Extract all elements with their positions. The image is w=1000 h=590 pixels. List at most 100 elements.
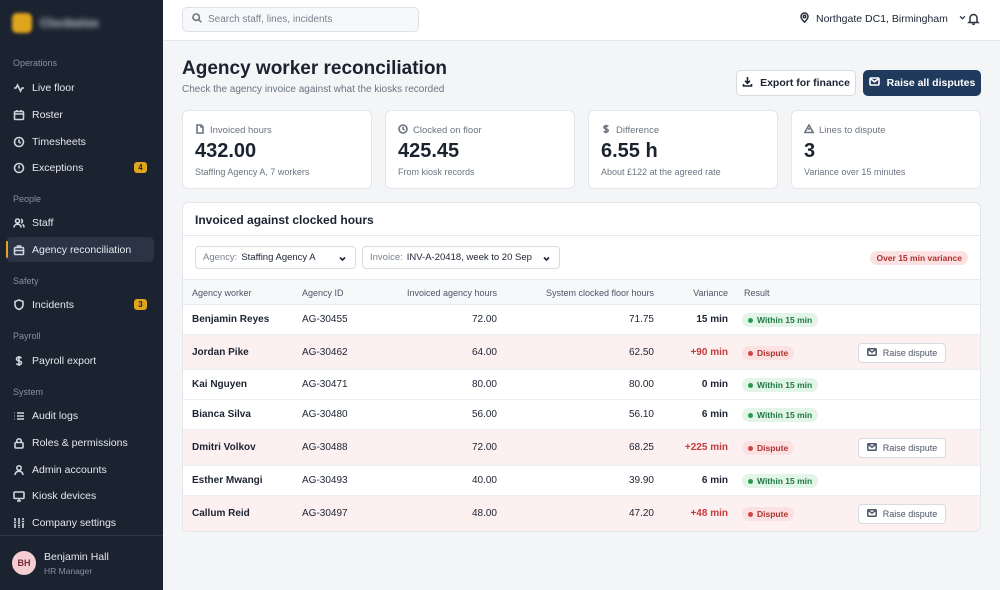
raise-dispute-button[interactable]: Raise dispute (858, 343, 946, 363)
export-for-finance-button[interactable]: Export for finance (736, 70, 856, 96)
column-header-variance[interactable]: Variance (693, 288, 728, 298)
invoiced-hours: 64.00 (471, 347, 497, 358)
worker-name[interactable]: Dmitri Volkov (192, 442, 256, 453)
notifications-button[interactable] (967, 12, 980, 28)
sidebar-item-payroll-export[interactable]: Payroll export (6, 348, 154, 373)
sidebar-item-label: Roster (32, 108, 63, 121)
incidents-count-badge: 3 (134, 299, 147, 310)
sidebar-item-label: Agency reconciliation (32, 243, 132, 256)
sidebar-item-staff[interactable]: Staff (6, 210, 154, 235)
sidebar: Clockwise Operations Live floor Roster T… (0, 0, 163, 590)
column-header-agency-id[interactable]: Agency ID (302, 288, 344, 298)
map-pin-icon (799, 12, 810, 26)
section-label-people: People (13, 194, 42, 204)
status-dot (748, 382, 753, 388)
variance-value: +225 min (684, 442, 728, 453)
variance-value: 0 min (701, 379, 728, 390)
worker-name[interactable]: Kai Nguyen (192, 379, 248, 390)
calendar-icon (13, 109, 25, 121)
sidebar-item-admin-accounts[interactable]: Admin accounts (6, 457, 154, 482)
invoice-filter-select[interactable]: Invoice: INV-A-20418, week to 20 Sep (362, 246, 560, 269)
search-box[interactable] (182, 7, 419, 32)
sidebar-item-label: Admin accounts (32, 463, 107, 476)
agency-filter-label: Agency: (203, 252, 238, 263)
sidebar-item-audit-logs[interactable]: Audit logs (6, 403, 154, 428)
stat-note: Variance over 15 minutes (804, 167, 906, 177)
worker-name[interactable]: Esther Mwangi (192, 475, 263, 486)
users-icon (13, 217, 25, 229)
stat-note: From kiosk records (398, 167, 475, 177)
brand[interactable]: Clockwise (12, 13, 99, 33)
sidebar-item-timesheets[interactable]: Timesheets (6, 129, 154, 154)
sidebar-item-agency-reconciliation[interactable]: Agency reconciliation (6, 237, 154, 262)
briefcase-icon (13, 244, 25, 256)
current-user[interactable]: BH Benjamin Hall HR Manager (0, 535, 163, 590)
clocked-hours: 62.50 (628, 347, 654, 358)
result-badge: Dispute (742, 441, 795, 455)
avatar: BH (12, 551, 36, 575)
table-row: Benjamin Reyes AG-30455 72.00 71.75 15 min Wi… (183, 305, 980, 335)
status-dot (748, 445, 753, 451)
stat-value: 6.55 h (601, 140, 658, 162)
raise-dispute-button[interactable]: Raise dispute (858, 504, 946, 524)
result-badge: Dispute (742, 346, 795, 360)
result-badge: Within 15 min (742, 313, 819, 327)
variance-value: +90 min (690, 347, 728, 358)
result-badge: Dispute (742, 507, 795, 521)
raise-dispute-label: Raise dispute (882, 348, 938, 358)
status-dot (748, 317, 753, 323)
table-row: Bianca Silva AG-30480 56.00 56.10 6 min Withi… (183, 400, 980, 430)
status-dot (748, 412, 753, 418)
user-role: HR Manager (44, 565, 93, 576)
clocked-hours: 68.25 (628, 442, 654, 453)
list-icon (13, 410, 25, 422)
stat-label-row: Invoiced hours (195, 124, 272, 137)
invoiced-hours: 56.00 (471, 409, 497, 420)
column-header-clocked[interactable]: System clocked floor hours (545, 288, 654, 298)
worker-name[interactable]: Bianca Silva (192, 409, 251, 420)
column-header-worker[interactable]: Agency worker (192, 288, 252, 298)
sidebar-item-roles-permissions[interactable]: Roles & permissions (6, 430, 154, 455)
column-header-invoiced[interactable]: Invoiced agency hours (406, 288, 497, 298)
sidebar-item-label: Timesheets (32, 135, 86, 148)
result-label: Within 15 min (757, 476, 813, 486)
sidebar-item-label: Company settings (32, 516, 117, 529)
invoice-filter-label: Invoice: (370, 252, 403, 263)
table-row: Esther Mwangi AG-30493 40.00 39.90 6 min With… (183, 466, 980, 496)
sidebar-item-incidents[interactable]: Incidents 3 (6, 292, 154, 317)
worker-name[interactable]: Benjamin Reyes (192, 314, 270, 325)
location-selector[interactable]: Northgate DC1, Birmingham (799, 12, 967, 26)
sidebar-item-kiosk-devices[interactable]: Kiosk devices (6, 483, 154, 508)
sidebar-item-roster[interactable]: Roster (6, 102, 154, 127)
variance-threshold-badge: Over 15 min variance (870, 251, 968, 265)
search-input[interactable] (208, 14, 408, 25)
stat-label: Lines to dispute (819, 125, 886, 136)
table-row: Dmitri Volkov AG-30488 72.00 68.25 +225 min D… (183, 430, 980, 466)
stat-value: 3 (804, 140, 816, 162)
sidebar-item-exceptions[interactable]: Exceptions 4 (6, 155, 154, 180)
agency-id: AG-30488 (302, 442, 348, 453)
location-label: Northgate DC1, Birmingham (816, 13, 948, 25)
document-icon (195, 124, 205, 137)
agency-filter-select[interactable]: Agency: Staffing Agency A (195, 246, 356, 269)
result-label: Within 15 min (757, 410, 813, 420)
shield-icon (13, 298, 25, 311)
stat-label: Clocked on floor (413, 125, 482, 136)
section-label-operations: Operations (13, 58, 58, 68)
sidebar-item-company-settings[interactable]: Company settings (6, 510, 154, 535)
bell-icon (967, 13, 980, 28)
raise-dispute-button[interactable]: Raise dispute (858, 438, 946, 458)
raise-all-disputes-button[interactable]: Raise all disputes (863, 70, 981, 96)
sidebar-item-live-floor[interactable]: Live floor (6, 75, 154, 100)
column-header-result[interactable]: Result (744, 288, 770, 298)
sidebar-item-label: Roles & permissions (32, 436, 128, 449)
search-icon (192, 13, 202, 26)
user-icon (13, 464, 25, 476)
worker-name[interactable]: Callum Reid (192, 508, 250, 519)
worker-name[interactable]: Jordan Pike (192, 347, 249, 358)
sidebar-item-label: Staff (32, 216, 54, 229)
invoiced-hours: 72.00 (471, 314, 497, 325)
clock-icon (13, 136, 25, 148)
topbar: Northgate DC1, Birmingham (163, 0, 1000, 41)
clocked-hours: 47.20 (628, 508, 654, 519)
